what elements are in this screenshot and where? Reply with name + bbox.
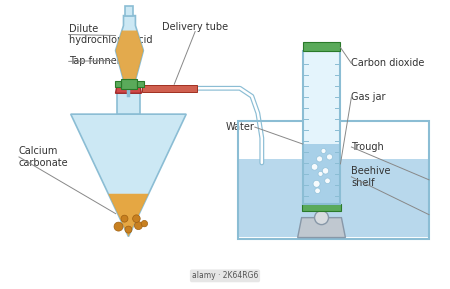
Circle shape [325, 178, 330, 184]
Polygon shape [71, 114, 186, 237]
Text: Water: Water [226, 122, 255, 132]
Text: Tap funnel: Tap funnel [69, 56, 119, 66]
Circle shape [135, 222, 142, 229]
Circle shape [313, 180, 320, 187]
Circle shape [121, 215, 128, 222]
Polygon shape [304, 144, 339, 204]
Circle shape [318, 171, 323, 176]
Polygon shape [122, 79, 137, 89]
Circle shape [315, 188, 320, 194]
Circle shape [327, 154, 333, 160]
Polygon shape [116, 82, 141, 93]
Circle shape [321, 149, 326, 153]
Polygon shape [117, 93, 140, 114]
Circle shape [315, 211, 328, 225]
Polygon shape [297, 218, 346, 238]
Polygon shape [239, 159, 428, 237]
Circle shape [322, 168, 328, 174]
Polygon shape [142, 85, 197, 92]
Circle shape [311, 164, 318, 170]
Polygon shape [115, 81, 122, 87]
Polygon shape [116, 31, 143, 80]
Polygon shape [137, 81, 144, 87]
Polygon shape [108, 194, 148, 237]
Polygon shape [302, 204, 342, 211]
Text: Gas jar: Gas jar [351, 92, 386, 102]
Polygon shape [303, 42, 341, 51]
Polygon shape [126, 6, 134, 16]
Text: Delivery tube: Delivery tube [162, 22, 228, 32]
Text: Carbon dioxide: Carbon dioxide [351, 58, 425, 68]
Circle shape [114, 222, 123, 231]
Text: Beehive
shelf: Beehive shelf [351, 166, 391, 188]
Text: alamy · 2K64RG6: alamy · 2K64RG6 [192, 271, 258, 280]
Circle shape [141, 221, 148, 227]
Circle shape [125, 226, 132, 233]
Text: Dilute
hydrochloric acid: Dilute hydrochloric acid [69, 24, 152, 45]
Circle shape [133, 215, 140, 223]
Polygon shape [116, 16, 144, 80]
Polygon shape [304, 51, 339, 144]
Text: Trough: Trough [351, 142, 384, 152]
Text: Calcium
carbonate: Calcium carbonate [19, 146, 68, 168]
Polygon shape [116, 31, 143, 80]
Circle shape [316, 156, 323, 162]
